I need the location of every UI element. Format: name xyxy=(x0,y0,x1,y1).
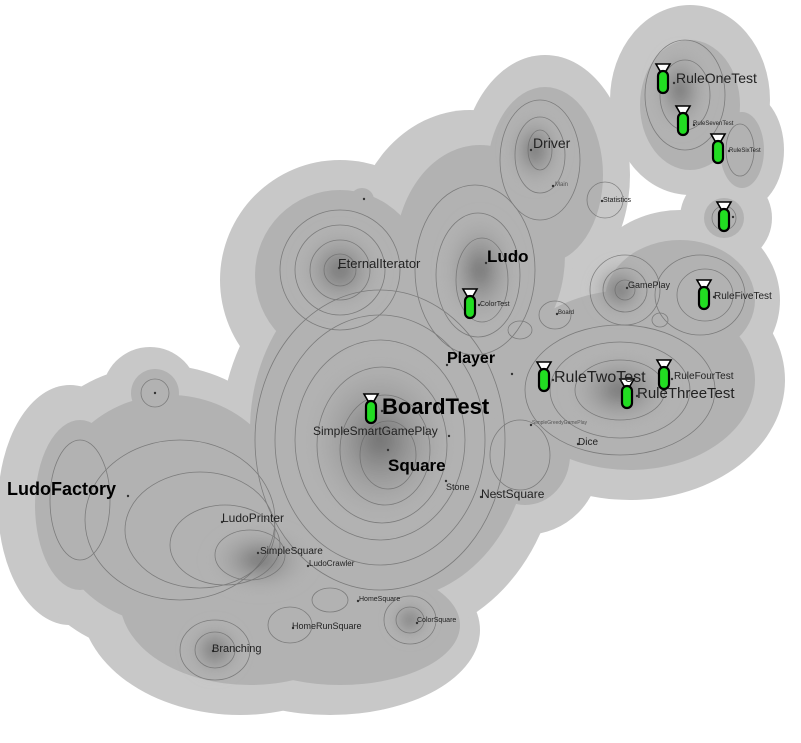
node-label-driver[interactable]: Driver xyxy=(533,135,571,151)
node-label-rule-three-test[interactable]: RuleThreeTest xyxy=(637,385,735,402)
node-label-home-square[interactable]: HomeSquare xyxy=(359,596,400,603)
test-tube-icon xyxy=(715,200,733,233)
node-label-statistics[interactable]: Statistics xyxy=(603,197,632,204)
node-label-simple-greedy-game-play[interactable]: SimpleGreedyGamePlay xyxy=(532,420,588,426)
node-label-rule-four-test[interactable]: RuleFourTest xyxy=(674,371,734,382)
hills xyxy=(185,45,710,680)
node-label-color-test[interactable]: ColorTest xyxy=(480,301,510,308)
test-tube-icon xyxy=(461,287,479,320)
node-label-ludo-crawler[interactable]: LudoCrawler xyxy=(309,559,355,568)
node-label-rule-five-test[interactable]: RuleFiveTest xyxy=(714,291,772,302)
node-label-simple-smart-game-play[interactable]: SimpleSmartGamePlay xyxy=(313,424,438,438)
node-label-dice[interactable]: Dice xyxy=(578,437,598,448)
node-label-board-test[interactable]: BoardTest xyxy=(382,394,490,419)
node-label-ludo-factory[interactable]: LudoFactory xyxy=(7,479,116,499)
node-label-color-square[interactable]: ColorSquare xyxy=(417,617,456,624)
test-tube-icon xyxy=(695,278,713,311)
node-label-rule-six-test[interactable]: RuleSixTest xyxy=(729,148,761,154)
contour-lines xyxy=(49,39,755,681)
node-label-home-run-square[interactable]: HomeRunSquare xyxy=(292,621,362,631)
node-label-board[interactable]: Board xyxy=(558,310,574,316)
node-label-game-play[interactable]: GamePlay xyxy=(628,280,671,290)
test-tube-icon xyxy=(654,62,672,95)
node-label-ludo[interactable]: Ludo xyxy=(487,247,529,266)
node-label-main[interactable]: Main xyxy=(555,182,568,188)
node-label-nest-square[interactable]: NestSquare xyxy=(481,487,545,501)
node-label-player[interactable]: Player xyxy=(447,350,495,367)
test-tube-icon xyxy=(362,392,380,425)
node-labels[interactable]: RuleOneTest RuleSevenTest RuleSixTest Dr… xyxy=(7,70,772,655)
node-label-eternal-iterator[interactable]: EternalIterator xyxy=(338,256,421,271)
test-tube-icon xyxy=(674,104,692,137)
node-label-stone[interactable]: Stone xyxy=(446,482,470,492)
node-label-rule-two-test[interactable]: RuleTwoTest xyxy=(554,369,646,386)
test-tube-icon xyxy=(535,360,553,393)
node-label-simple-square[interactable]: SimpleSquare xyxy=(260,546,323,557)
node-label-ludo-printer[interactable]: LudoPrinter xyxy=(222,511,284,525)
node-label-branching[interactable]: Branching xyxy=(212,643,262,655)
node-markers xyxy=(126,81,735,653)
node-label-rule-seven-test[interactable]: RuleSevenTest xyxy=(693,121,734,127)
node-label-rule-one-test[interactable]: RuleOneTest xyxy=(676,70,757,86)
test-tube-icon xyxy=(709,132,727,165)
node-label-square[interactable]: Square xyxy=(388,456,446,475)
